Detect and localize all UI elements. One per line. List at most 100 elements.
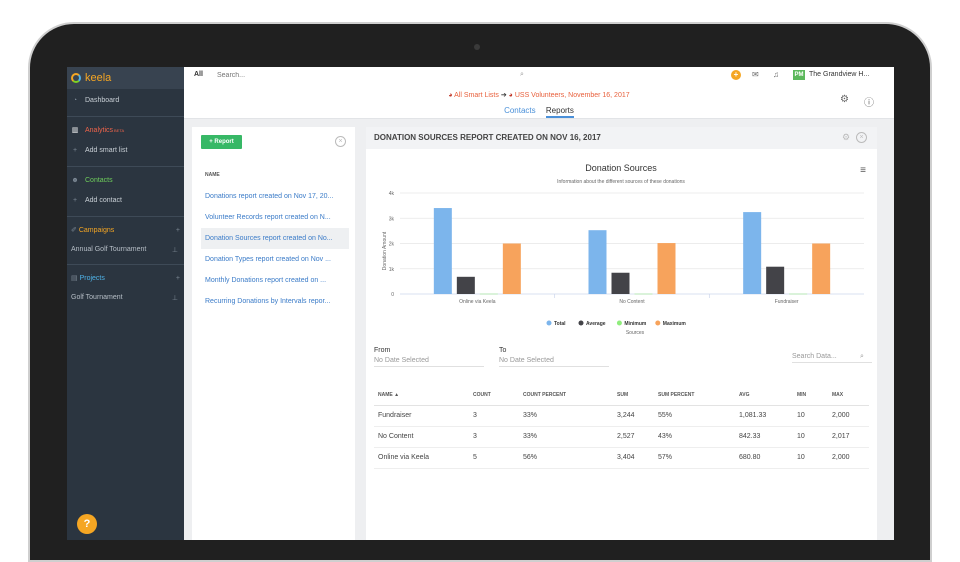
tab-contacts[interactable]: Contacts [504, 106, 536, 115]
th-sum[interactable]: SUM [613, 385, 654, 406]
top-bar: All ⌕ + ✉ ♫ PM The Grandview H... ◕ All … [184, 67, 894, 119]
breadcrumb: ◕ All Smart Lists ➔ ◕ USS Volunteers, No… [184, 91, 894, 99]
help-button[interactable]: ? [77, 514, 97, 534]
gear-icon[interactable]: ⚙ [842, 132, 851, 142]
th-name[interactable]: NAME ▲ [374, 385, 469, 406]
breadcrumb-root[interactable]: All Smart Lists [454, 92, 499, 99]
donation-sources-chart: Donation Sources Information about the d… [382, 163, 866, 336]
search-data-input[interactable]: Search Data... [792, 353, 872, 363]
breadcrumb-current[interactable]: USS Volunteers, November 16, 2017 [514, 92, 630, 99]
sidebar-item-contacts[interactable]: ☻ Contacts [67, 166, 184, 189]
from-label: From [374, 347, 391, 354]
add-project-icon[interactable]: + [175, 274, 180, 282]
brand-name: keela [85, 72, 112, 84]
y-tick-label: 3k [389, 216, 395, 222]
report-list-item-selected[interactable]: Donation Sources report created on No... [201, 228, 349, 249]
to-label: To [499, 347, 507, 354]
close-icon[interactable]: × [856, 132, 867, 143]
reports-list: Donations report created on Nov 17, 20..… [201, 186, 349, 312]
legend-item: Average [586, 321, 606, 327]
th-count[interactable]: COUNT [469, 385, 519, 406]
bar-average [611, 272, 630, 294]
brand-logo[interactable]: keela [67, 67, 184, 89]
users-icon: ☻ [71, 176, 79, 184]
plus-icon: + [72, 197, 78, 204]
sidebar-item-analytics[interactable]: ▥ Analytics BETA [67, 116, 184, 139]
report-list-item[interactable]: Monthly Donations report created on ... [205, 277, 327, 284]
chart-title: Donation Sources [585, 163, 657, 173]
th-sum-percent[interactable]: SUM PERCENT [654, 385, 735, 406]
th-count-percent[interactable]: COUNT PERCENT [519, 385, 613, 406]
search-input[interactable] [214, 69, 724, 82]
legend-marker [616, 320, 622, 326]
pin-icon[interactable]: ⊥ [171, 294, 178, 302]
info-icon[interactable]: ⓘ [864, 98, 874, 109]
report-list-item[interactable]: Volunteer Records report created on N... [205, 214, 331, 221]
sidebar-subitem-golf-tournament[interactable]: Golf Tournament ⊥ [71, 294, 178, 302]
y-tick-label: 2k [389, 242, 395, 248]
org-name[interactable]: The Grandview H... [809, 71, 870, 78]
gear-icon[interactable]: ⚙ [840, 94, 849, 105]
app-screen: keela ◔ Dashboard ▥ Analytics BETA + Add … [67, 67, 894, 540]
x-axis-title: Sources [626, 330, 645, 336]
org-avatar[interactable]: PM [793, 70, 805, 80]
sidebar-subitem-annual-golf[interactable]: Annual Golf Tournament ⊥ [71, 246, 178, 254]
table-row[interactable]: No Content 3 33% 2,527 43% 842.33 10 2,0… [374, 426, 869, 448]
sidebar-item-dashboard[interactable]: ◔ Dashboard [72, 97, 120, 104]
search-icon[interactable]: ⌕ [860, 353, 864, 360]
bar-total [588, 230, 607, 294]
search-icon[interactable]: ⌕ [520, 71, 524, 78]
x-tick-label: Online via Keela [459, 299, 496, 305]
from-date-input[interactable]: No Date Selected [374, 357, 484, 367]
search-scope-select[interactable]: All [194, 71, 203, 78]
legend-item: Minimum [624, 321, 646, 327]
keela-logo-icon [71, 73, 81, 83]
pie-icon: ◕ [508, 92, 513, 99]
th-min[interactable]: MIN [793, 385, 828, 406]
sidebar-item-campaigns[interactable]: ✐ Campaigns + [67, 216, 184, 239]
close-icon[interactable]: × [335, 136, 346, 147]
legend-marker [655, 320, 661, 326]
chart-menu-icon[interactable]: ≡ [860, 165, 866, 176]
bar-maximum [812, 243, 831, 294]
tab-reports[interactable]: Reports [545, 106, 574, 118]
bar-average [456, 276, 475, 294]
table-header-row: NAME ▲ COUNT COUNT PERCENT SUM SUM PERCE… [374, 385, 869, 406]
sidebar-item-add-smart-list[interactable]: + Add smart list [72, 147, 128, 154]
legend-marker [546, 320, 552, 326]
bar-minimum [479, 293, 498, 295]
camera-dot [474, 44, 480, 50]
book-icon: ▤ [71, 275, 78, 282]
pie-icon: ◕ [448, 92, 453, 99]
reports-list-panel: + Report × NAME Donations report created… [192, 127, 355, 540]
table-row[interactable]: Fundraiser 3 33% 3,244 55% 1,081.33 10 2… [374, 405, 869, 427]
sidebar-item-projects[interactable]: ▤ Projects + [67, 264, 184, 287]
report-list-item[interactable]: Donation Types report created on Nov ... [205, 256, 331, 263]
chart-subtitle: Information about the different sources … [557, 179, 685, 185]
add-report-button[interactable]: + Report [201, 135, 242, 149]
bar-minimum [789, 293, 808, 295]
column-header-name: NAME [205, 172, 220, 178]
table-row[interactable]: Online via Keela 5 56% 3,404 57% 680.80 … [374, 447, 869, 469]
add-circle-icon[interactable]: + [731, 70, 741, 80]
mail-icon[interactable]: ✉ [752, 70, 759, 79]
arrow-right-icon: ➔ [500, 92, 507, 99]
th-max[interactable]: MAX [828, 385, 869, 406]
report-panel: DONATION SOURCES REPORT CREATED ON NOV 1… [366, 127, 877, 540]
y-tick-label: 1k [389, 267, 395, 273]
legend-item: Maximum [663, 321, 687, 327]
th-avg[interactable]: AVG [735, 385, 793, 406]
bar-maximum [502, 243, 521, 294]
bar-total [743, 212, 762, 294]
report-title: DONATION SOURCES REPORT CREATED ON NOV 1… [366, 127, 877, 149]
report-list-item[interactable]: Donations report created on Nov 17, 20..… [205, 193, 334, 200]
to-date-input[interactable]: No Date Selected [499, 357, 609, 367]
tachometer-icon: ◔ [72, 97, 78, 104]
bar-chart-icon: ▥ [71, 127, 79, 134]
bell-icon[interactable]: ♫ [773, 70, 779, 79]
pin-icon[interactable]: ⊥ [171, 246, 178, 254]
report-list-item[interactable]: Recurring Donations by Intervals repor..… [205, 298, 331, 305]
sidebar-item-add-contact[interactable]: + Add contact [72, 197, 122, 204]
legend-item: Total [554, 321, 566, 327]
add-campaign-icon[interactable]: + [175, 226, 180, 234]
